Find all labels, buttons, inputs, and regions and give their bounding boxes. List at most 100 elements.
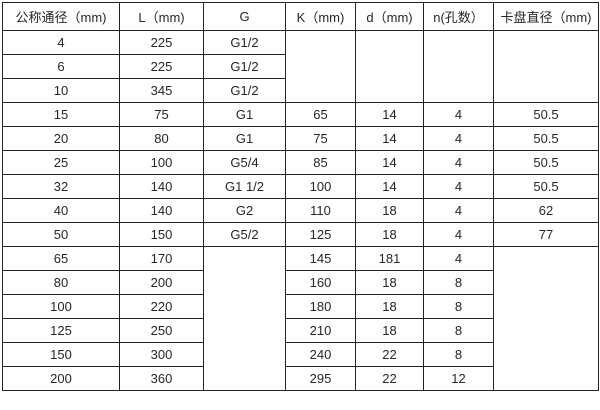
table-cell: 50.5 [493,174,599,199]
table-cell: 8 [423,342,494,367]
table-cell: G1/2 [203,54,286,79]
table-cell: 50 [2,222,120,247]
table-cell: 4 [423,102,494,127]
table-cell: 65 [2,246,120,271]
table-cell: 75 [119,102,204,127]
table-cell: G1 [203,126,286,151]
table-cell: 140 [119,174,204,199]
table-cell: 110 [285,198,356,223]
table-row: 25 100 G5/4 85 14 4 50.5 [2,150,599,175]
table-cell: 300 [119,342,204,367]
table-cell: 220 [119,294,204,319]
table-row: 200 360 295 22 12 [2,366,599,391]
table-cell: 4 [423,126,494,151]
table-cell: 4 [423,246,494,271]
table-cell: G1/2 [203,78,286,103]
table-cell: 32 [2,174,120,199]
table-cell: G5/4 [203,150,286,175]
table-cell: 18 [355,222,424,247]
table-cell: 10 [2,78,120,103]
table-cell: 80 [2,270,120,295]
column-header: K（mm) [285,2,356,31]
table-cell: G5/2 [203,222,286,247]
table-row: 80 200 160 18 8 [2,270,599,295]
merged-empty-cell [423,30,494,103]
table-header: 公称通径（mm) L（mm) G K（mm) d（mm) n(孔数） 卡盘直径（mm) [2,2,599,31]
table-cell: 18 [355,294,424,319]
table-cell: 50.5 [493,102,599,127]
table-cell: 8 [423,294,494,319]
table-cell: 8 [423,318,494,343]
header-row: 公称通径（mm) L（mm) G K（mm) d（mm) n(孔数） 卡盘直径（mm) [2,2,599,31]
table-row: 125 250 210 18 8 [2,318,599,343]
table-cell: 14 [355,174,424,199]
table-cell: G1 1/2 [203,174,286,199]
table-cell: 77 [493,222,599,247]
table-cell: 75 [285,126,356,151]
table-cell: 8 [423,270,494,295]
table-row: 40 140 G2 110 18 4 62 [2,198,599,223]
table-row: 15 75 G1 65 14 4 50.5 [2,102,599,127]
table-cell: 125 [285,222,356,247]
table-cell: G1/2 [203,30,286,55]
merged-empty-cell [493,246,599,391]
table-row: 32 140 G1 1/2 100 14 4 50.5 [2,174,599,199]
table-cell: 210 [285,318,356,343]
merged-empty-cell [493,30,599,103]
table-cell: 200 [2,366,120,391]
table-cell: 18 [355,270,424,295]
table-cell: 181 [355,246,424,271]
merged-empty-cell [203,246,286,391]
table-cell: 40 [2,198,120,223]
table-cell: 4 [423,174,494,199]
table-cell: 140 [119,198,204,223]
table-cell: 100 [2,294,120,319]
table-cell: 25 [2,150,120,175]
table-cell: 22 [355,366,424,391]
table-cell: 18 [355,198,424,223]
table-cell: 295 [285,366,356,391]
column-header: n(孔数） [423,2,494,31]
table-row: 4 225 G1/2 [2,30,599,103]
table-cell: 14 [355,102,424,127]
table-row: 6 225 G1/2 [2,54,599,79]
table-cell: 360 [119,366,204,391]
table-cell: 4 [423,198,494,223]
table-cell: 250 [119,318,204,343]
table-cell: 160 [285,270,356,295]
table-cell: 15 [2,102,120,127]
table-cell: 85 [285,150,356,175]
column-header: 公称通径（mm) [2,2,120,31]
table-row: 20 80 G1 75 14 4 50.5 [2,126,599,151]
table-row: 65 170 145 181 4 [2,246,599,391]
table-cell: 62 [493,198,599,223]
table-cell: 6 [2,54,120,79]
column-header: G [203,2,286,31]
table-body: 4 225 G1/2 6 225 G1/2 10 345 G1/2 15 75 G1 65 14 4 50.5… [2,30,599,391]
merged-empty-cell [355,30,424,103]
table-cell: 100 [119,150,204,175]
table-row: 50 150 G5/2 125 18 4 77 [2,222,599,247]
table-cell: 50.5 [493,126,599,151]
column-header: 卡盘直径（mm) [493,2,599,31]
table-cell: 80 [119,126,204,151]
table-cell: 4 [2,30,120,55]
table-cell: 240 [285,342,356,367]
column-header: L（mm) [119,2,204,31]
table-cell: 18 [355,318,424,343]
merged-empty-cell [285,30,356,103]
table-cell: 20 [2,126,120,151]
table-cell: 170 [119,246,204,271]
table-cell: 22 [355,342,424,367]
table-cell: 145 [285,246,356,271]
table-cell: 50.5 [493,150,599,175]
table-cell: G2 [203,198,286,223]
table-cell: 225 [119,30,204,55]
table-cell: G1 [203,102,286,127]
table-cell: 180 [285,294,356,319]
table-cell: 125 [2,318,120,343]
table-cell: 14 [355,126,424,151]
table-cell: 150 [119,222,204,247]
